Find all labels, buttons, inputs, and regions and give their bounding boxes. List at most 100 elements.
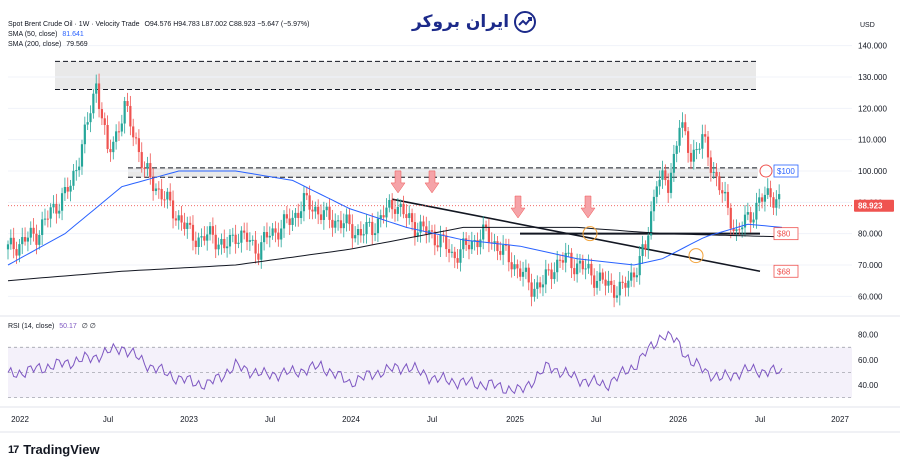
candle-body[interactable] [610, 280, 613, 285]
candle-body[interactable] [356, 229, 360, 236]
candle-body[interactable] [695, 149, 698, 151]
candle-body[interactable] [217, 244, 220, 250]
candle-body[interactable] [60, 193, 64, 211]
rsi-pane[interactable]: 80.00 60.00 40.00 [7, 330, 879, 399]
candle-body[interactable] [732, 228, 735, 232]
candle-body[interactable] [351, 224, 354, 239]
candle-body[interactable] [89, 113, 92, 123]
candle-body[interactable] [66, 187, 69, 192]
candle-body[interactable] [775, 199, 778, 208]
candle-body[interactable] [109, 149, 112, 153]
candle-body[interactable] [584, 268, 587, 270]
candle-body[interactable] [402, 203, 405, 215]
candle-body[interactable] [587, 263, 590, 269]
candle-body[interactable] [465, 238, 468, 245]
candle-body[interactable] [655, 186, 658, 197]
candle-body[interactable] [169, 191, 172, 201]
candle-body[interactable] [336, 220, 340, 222]
candle-body[interactable] [445, 235, 448, 250]
candle-body[interactable] [123, 101, 126, 124]
candle-body[interactable] [339, 220, 343, 229]
candle-body[interactable] [322, 210, 325, 220]
candle-body[interactable] [134, 137, 138, 139]
candle-body[interactable] [314, 206, 317, 212]
candle-body[interactable] [692, 149, 695, 162]
candle-body[interactable] [117, 131, 121, 133]
candle-body[interactable] [311, 209, 314, 212]
candle-body[interactable] [203, 236, 206, 241]
candle-body[interactable] [385, 207, 388, 218]
candle-body[interactable] [274, 228, 277, 233]
candle-body[interactable] [305, 193, 308, 196]
candle-body[interactable] [206, 234, 209, 241]
candle-body[interactable] [354, 235, 357, 239]
candle-body[interactable] [681, 122, 684, 128]
candle-body[interactable] [493, 241, 496, 244]
candle-body[interactable] [243, 230, 246, 233]
tradingview-brand[interactable]: 17 TradingView [8, 442, 100, 457]
candle-body[interactable] [405, 214, 408, 219]
candle-body[interactable] [570, 252, 573, 269]
candle-body[interactable] [302, 193, 306, 212]
candle-body[interactable] [650, 211, 653, 236]
candle-body[interactable] [715, 171, 718, 177]
candle-body[interactable] [410, 213, 414, 223]
candle-body[interactable] [578, 260, 582, 264]
candle-body[interactable] [228, 234, 232, 247]
candle-body[interactable] [92, 93, 95, 114]
candle-body[interactable] [627, 280, 630, 288]
candle-body[interactable] [484, 224, 488, 228]
candle-body[interactable] [487, 227, 491, 243]
candle-body[interactable] [226, 246, 229, 249]
candle-body[interactable] [174, 218, 177, 221]
candle-body[interactable] [240, 230, 243, 243]
candle-body[interactable] [450, 251, 454, 253]
candle-body[interactable] [539, 282, 542, 288]
candle-body[interactable] [393, 209, 397, 214]
candle-body[interactable] [723, 191, 727, 194]
candle-body[interactable] [75, 170, 78, 172]
candle-body[interactable] [41, 219, 44, 235]
candle-body[interactable] [678, 127, 681, 146]
candle-body[interactable] [282, 214, 286, 229]
candle-body[interactable] [26, 237, 30, 242]
candle-body[interactable] [758, 197, 761, 203]
candle-body[interactable] [12, 237, 15, 250]
candle-body[interactable] [721, 190, 724, 194]
candle-body[interactable] [533, 288, 536, 297]
candle-body[interactable] [561, 260, 564, 263]
candle-body[interactable] [769, 188, 772, 198]
candle-body[interactable] [632, 272, 636, 278]
candle-body[interactable] [416, 232, 419, 237]
candle-body[interactable] [345, 214, 348, 224]
candle-body[interactable] [709, 157, 712, 173]
candle-body[interactable] [772, 197, 775, 208]
candle-body[interactable] [672, 153, 675, 173]
candle-body[interactable] [641, 244, 644, 257]
candle-body[interactable] [735, 229, 738, 232]
candle-body[interactable] [459, 249, 462, 263]
candle-body[interactable] [604, 279, 607, 286]
candle-body[interactable] [763, 194, 767, 202]
candle-body[interactable] [473, 239, 476, 242]
candle-body[interactable] [277, 232, 280, 240]
candle-body[interactable] [163, 199, 166, 201]
candle-body[interactable] [408, 213, 411, 219]
candle-body[interactable] [638, 256, 641, 276]
candle-body[interactable] [652, 196, 656, 212]
candle-body[interactable] [194, 240, 197, 247]
candle-body[interactable] [752, 219, 755, 223]
candle-body[interactable] [482, 224, 485, 240]
candle-body[interactable] [317, 206, 320, 215]
symbol-title[interactable]: Spot Brent Crude Oil · 1W · Velocity Tra… [8, 21, 140, 28]
candle-body[interactable] [564, 252, 567, 263]
candle-body[interactable] [200, 236, 203, 238]
candle-body[interactable] [635, 275, 638, 278]
candle-body[interactable] [58, 210, 61, 214]
candle-body[interactable] [507, 245, 510, 263]
candle-body[interactable] [245, 232, 249, 242]
candle-body[interactable] [553, 272, 556, 280]
candle-body[interactable] [348, 214, 351, 225]
candle-body[interactable] [738, 229, 741, 231]
candle-body[interactable] [373, 233, 377, 236]
